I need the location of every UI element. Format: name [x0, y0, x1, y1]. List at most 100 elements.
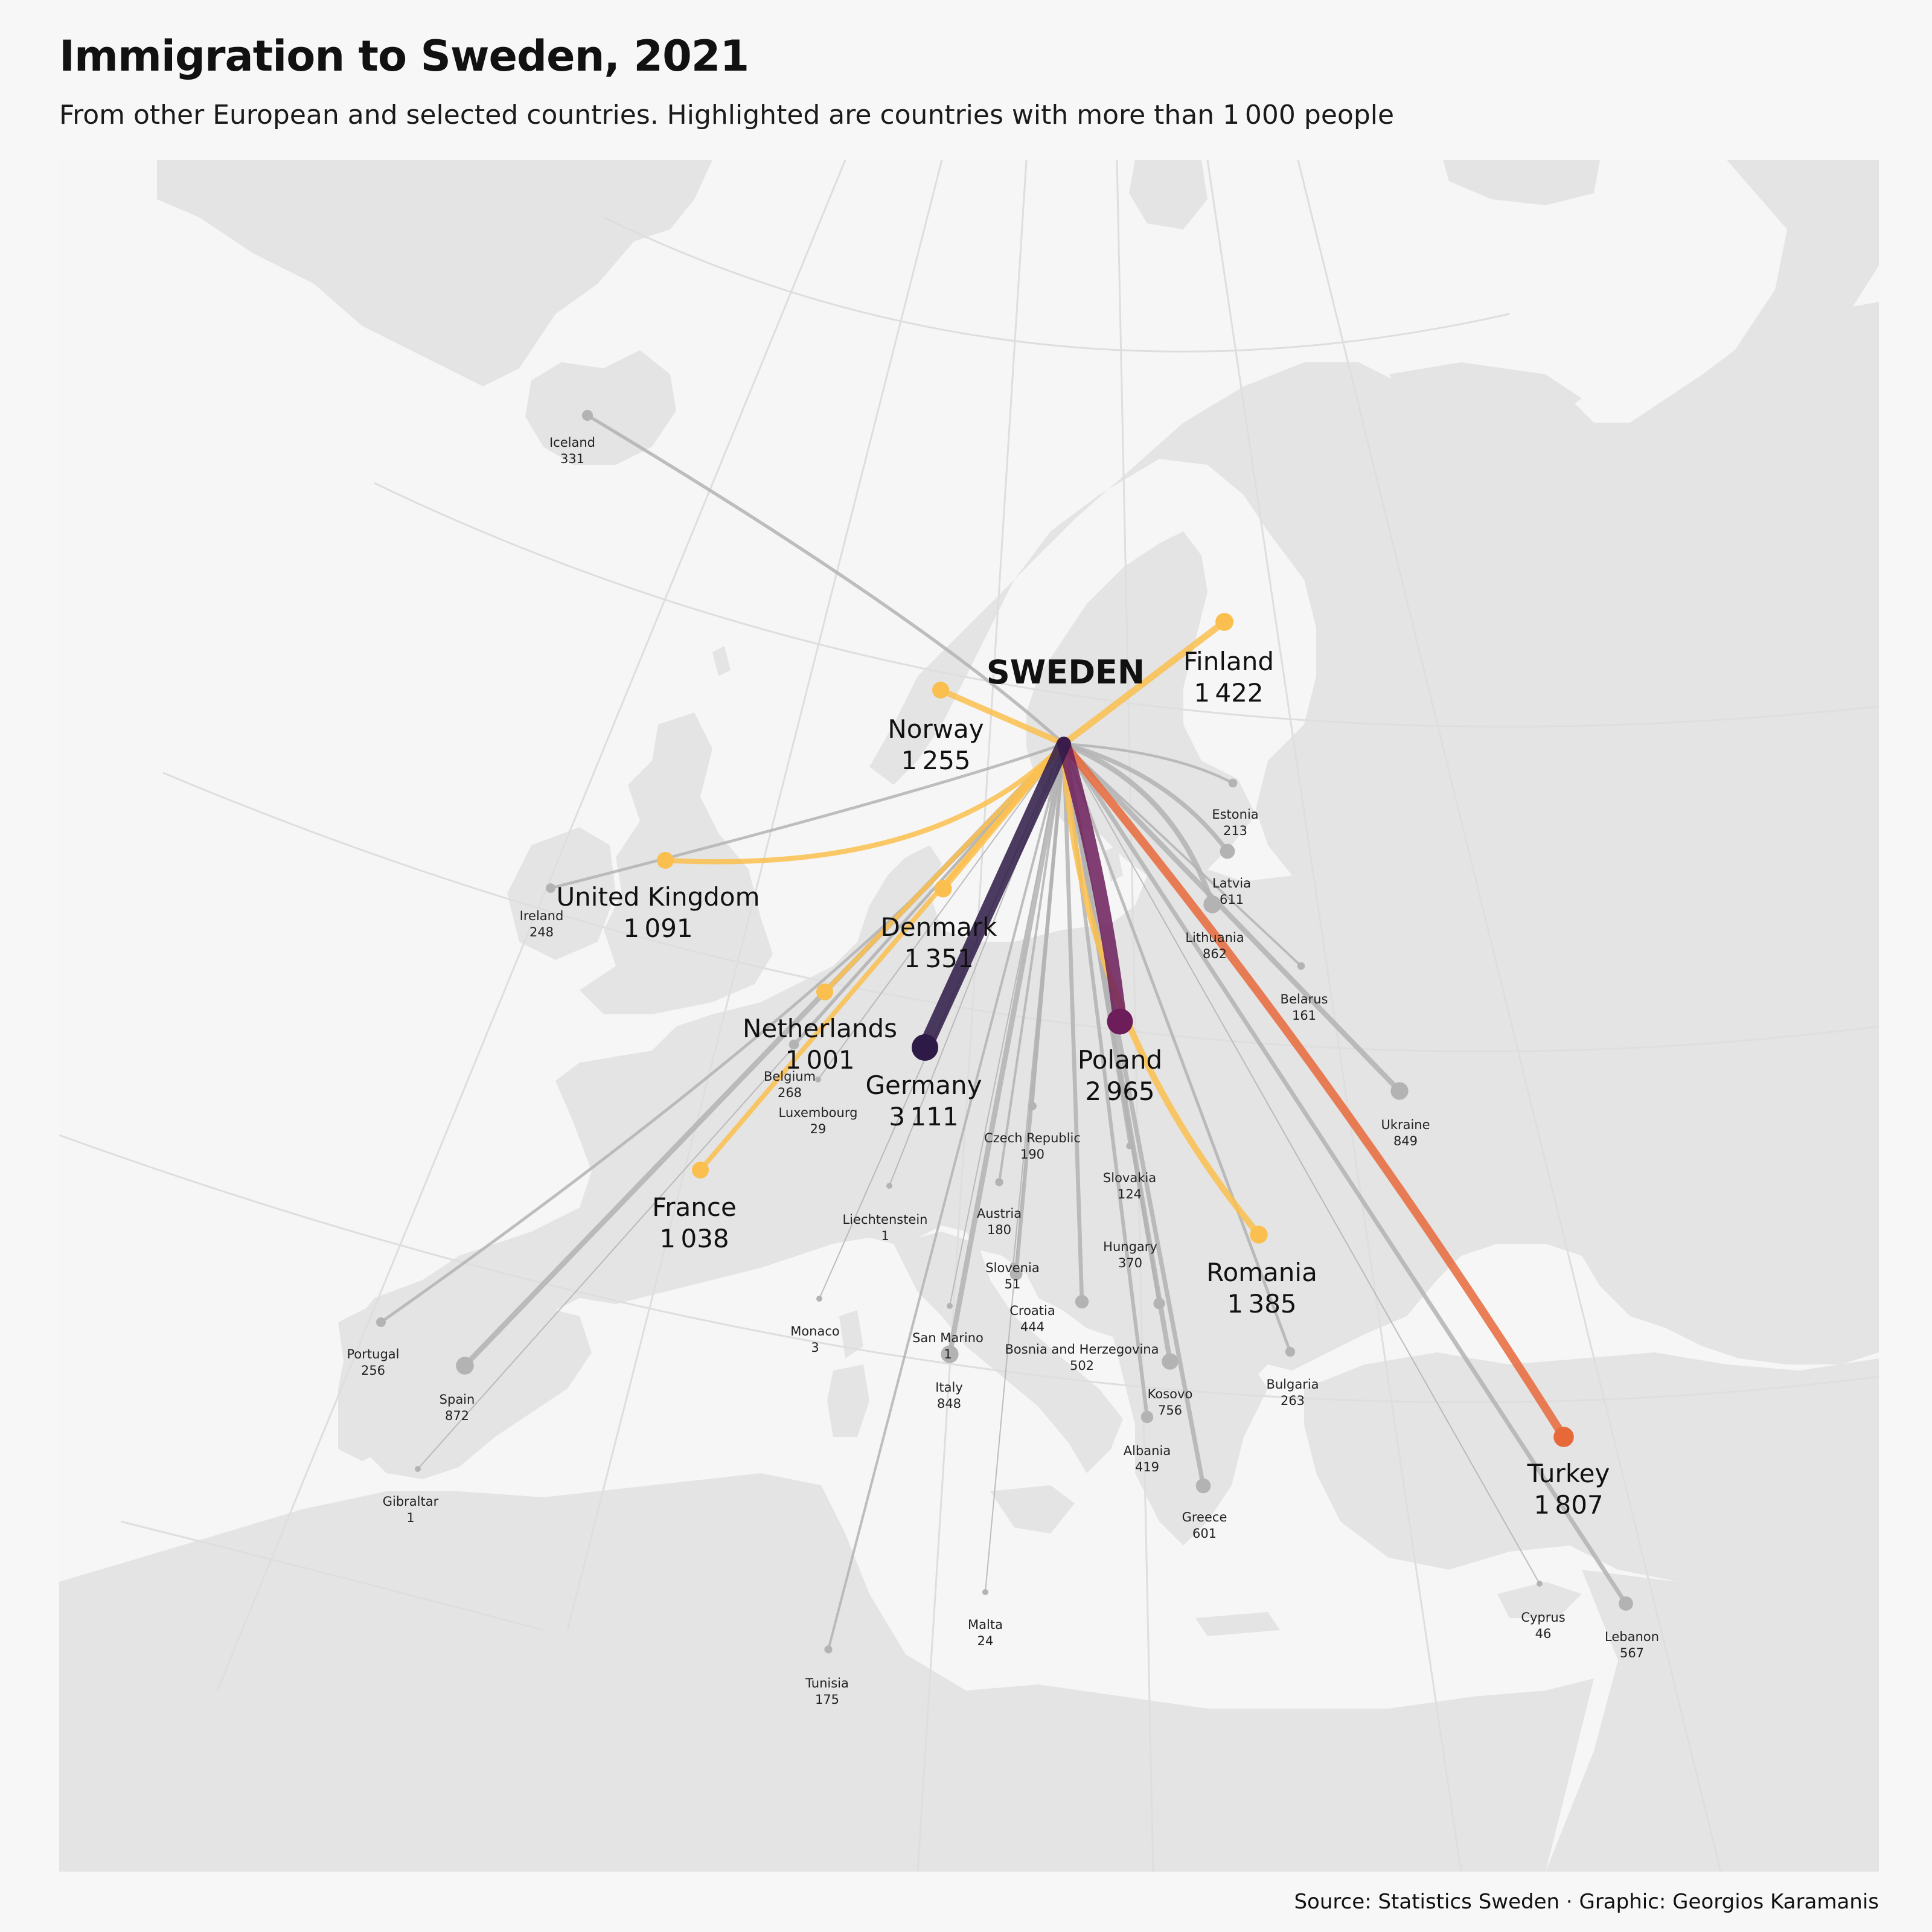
country-name-ireland: Ireland [520, 909, 564, 923]
country-name-united-kingdom: United Kingdom [556, 882, 760, 912]
origin-dot-kosovo [1162, 1353, 1179, 1370]
origin-dot-czech-republic [1028, 1102, 1037, 1110]
origin-dot-italy [941, 1345, 959, 1363]
country-name-kosovo: Kosovo [1148, 1387, 1193, 1401]
origin-labels: Liechtenstein 1 San Marino 1 Gibraltar 1 Monac… [347, 435, 1659, 1707]
flow-line-cyprus [1063, 743, 1540, 1584]
origin-dot-liechtenstein [886, 1183, 892, 1189]
flow-line-lebanon [1061, 741, 1628, 1606]
country-value-lebanon: 567 [1620, 1646, 1644, 1660]
country-name-malta: Malta [968, 1617, 1003, 1632]
land-iberia [338, 1292, 592, 1479]
origin-dot-hungary [1153, 1297, 1165, 1310]
country-name-ukraine: Ukraine [1381, 1118, 1430, 1132]
country-name-austria: Austria [977, 1206, 1022, 1221]
graticule-meridian-5 [1206, 160, 1462, 1872]
land-anatolia [1304, 1352, 1879, 1582]
flow-line-finland [1060, 618, 1228, 747]
flow-line-ukraine [1061, 741, 1403, 1094]
country-value-croatia: 444 [1020, 1320, 1044, 1334]
origin-dot-turkey [1553, 1427, 1574, 1447]
origin-dot-lebanon [1619, 1596, 1633, 1611]
origin-dot-portugal [376, 1317, 386, 1327]
graticule-parallel-4 [59, 1134, 1879, 1404]
origin-dot-iceland [581, 409, 593, 421]
land-sardinia [827, 1364, 869, 1437]
flow-line-estonia [1062, 742, 1235, 785]
country-name-cyprus: Cyprus [1521, 1610, 1565, 1625]
graticule-parallel-5 [120, 1520, 544, 1631]
country-name-lithuania: Lithuania [1185, 930, 1244, 945]
country-value-austria: 180 [987, 1223, 1011, 1237]
country-name-italy: Italy [935, 1380, 963, 1395]
land-kola [1389, 362, 1582, 423]
country-value-greece: 601 [1192, 1526, 1217, 1541]
country-value-monaco: 3 [811, 1340, 819, 1355]
origin-dot-germany [912, 1034, 938, 1061]
origin-dot-belgium [788, 1039, 799, 1050]
country-name-bosnia-and-herzegovina: Bosnia and Herzegovina [1005, 1342, 1159, 1357]
country-value-france: 1 038 [659, 1224, 729, 1253]
country-name-denmark: Denmark [880, 912, 997, 942]
country-value-latvia: 611 [1220, 892, 1244, 907]
country-name-albania: Albania [1124, 1444, 1171, 1458]
country-name-gibraltar: Gibraltar [383, 1494, 439, 1509]
flow-line-united-kingdom [662, 741, 1067, 865]
country-name-latvia: Latvia [1212, 876, 1251, 891]
country-name-czech-republic: Czech Republic [984, 1131, 1081, 1145]
origin-dot-romania [1250, 1226, 1268, 1244]
country-value-portugal: 256 [361, 1363, 385, 1378]
graticule-meridian-1 [216, 160, 846, 1691]
country-name-belgium: Belgium [764, 1069, 816, 1084]
land-franz-josef [1443, 160, 1600, 205]
origin-dot-united-kingdom [657, 852, 674, 869]
country-value-belarus: 161 [1292, 1008, 1316, 1023]
graticule-meridian-6 [1297, 160, 1722, 1872]
graticule-meridian-3 [916, 160, 1028, 1872]
flow-line-iceland [586, 414, 1066, 746]
country-value-slovenia: 51 [1005, 1277, 1021, 1291]
origin-dot-spain [456, 1357, 474, 1375]
country-value-estonia: 213 [1223, 824, 1247, 838]
flow-line-bosnia-and-herzegovina [1061, 741, 1084, 1304]
country-name-bulgaria: Bulgaria [1266, 1377, 1319, 1392]
page-title: Immigration to Sweden, 2021 [59, 31, 749, 81]
origin-dot-luxembourg [815, 1076, 821, 1083]
country-value-ukraine: 849 [1393, 1134, 1418, 1148]
land-ireland [507, 827, 616, 960]
country-value-ireland: 248 [529, 925, 554, 939]
flow-line-latvia [1061, 741, 1230, 854]
country-name-slovakia: Slovakia [1103, 1171, 1156, 1185]
land-italy [894, 1232, 1123, 1473]
origin-dot-slovakia [1126, 1142, 1133, 1150]
origin-dot-monaco [816, 1296, 822, 1302]
destination-label: SWEDEN [987, 653, 1145, 691]
origin-dots [376, 409, 1633, 1654]
land-cyprus [1497, 1582, 1582, 1618]
country-value-hungary: 370 [1118, 1256, 1142, 1270]
country-name-monaco: Monaco [790, 1324, 840, 1339]
country-name-spain: Spain [440, 1392, 475, 1407]
origin-dot-estonia [1228, 778, 1238, 788]
country-name-croatia: Croatia [1009, 1303, 1055, 1318]
land-greenland [157, 160, 712, 386]
origin-dot-norway [932, 682, 949, 699]
country-value-malta: 24 [977, 1634, 994, 1648]
land-iceland [525, 350, 676, 465]
country-value-netherlands: 1 001 [785, 1045, 854, 1075]
country-value-denmark: 1 351 [904, 944, 973, 973]
country-value-bosnia-and-herzegovina: 502 [1070, 1358, 1094, 1373]
country-value-belgium: 268 [778, 1086, 802, 1100]
country-name-san-marino: San Marino [912, 1331, 984, 1345]
country-value-germany: 3 111 [889, 1102, 958, 1131]
flow-line-kosovo [1061, 741, 1173, 1364]
origin-dot-france [692, 1162, 709, 1179]
country-value-gibraltar: 1 [406, 1511, 414, 1525]
country-name-romania: Romania [1206, 1258, 1317, 1287]
country-name-netherlands: Netherlands [743, 1014, 897, 1043]
country-value-liechtenstein: 1 [881, 1229, 889, 1243]
flow-line-germany [918, 737, 1071, 1055]
origin-dot-ukraine [1390, 1082, 1409, 1100]
country-name-greece: Greece [1182, 1510, 1227, 1524]
